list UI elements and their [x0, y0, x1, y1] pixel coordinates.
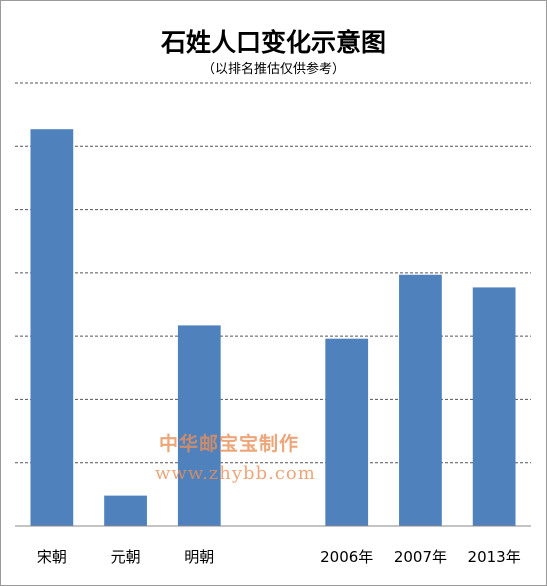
x-tick-label: 宋朝 — [37, 548, 67, 566]
bar-明朝 — [177, 325, 221, 526]
x-tick-label: 2013年 — [468, 548, 521, 566]
bars — [30, 129, 516, 526]
watermark-url: www.zhybb.com — [155, 463, 316, 484]
bar-元朝 — [104, 495, 147, 526]
x-tick-label: 2007年 — [394, 548, 447, 566]
x-tick-label: 明朝 — [184, 548, 214, 566]
watermark-text: 中华邮宝宝制作 — [159, 433, 300, 455]
chart-subtitle: （以排名推估仅供参考） — [201, 62, 345, 77]
gridlines — [15, 82, 531, 464]
x-tick-label: 元朝 — [111, 548, 141, 566]
x-tick-labels: 宋朝 元朝 明朝 2006年 2007年 2013年 — [37, 548, 521, 566]
chart-title: 石姓人口变化示意图 — [160, 28, 386, 57]
bar-2013年 — [472, 287, 516, 526]
bar-2006年 — [325, 338, 369, 526]
bar-2007年 — [399, 274, 442, 526]
bar-宋朝 — [30, 129, 74, 526]
x-tick-label: 2006年 — [320, 548, 373, 566]
